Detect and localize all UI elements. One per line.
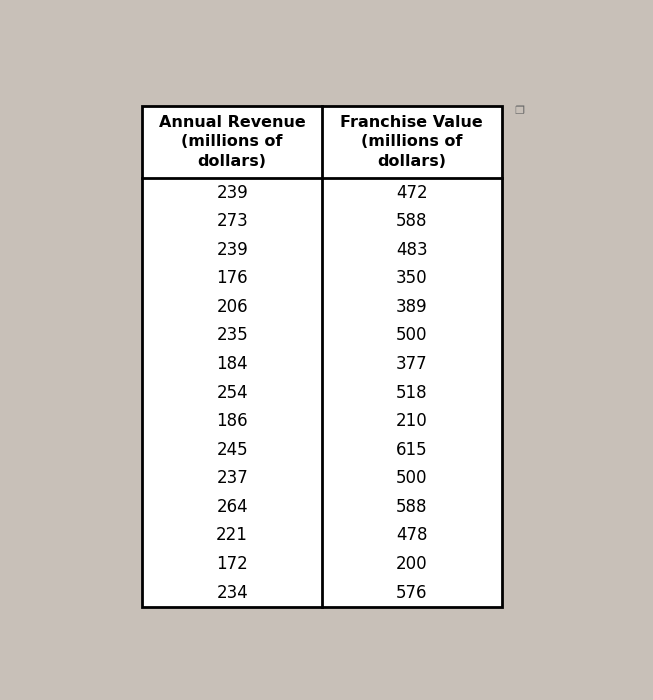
Text: 588: 588 [396, 212, 428, 230]
Text: 176: 176 [216, 270, 248, 287]
Text: 500: 500 [396, 469, 428, 487]
Bar [142, 106, 502, 607]
Text: 264: 264 [216, 498, 248, 516]
Text: 206: 206 [216, 298, 248, 316]
Text: 483: 483 [396, 241, 428, 259]
Text: 588: 588 [396, 498, 428, 516]
Text: 239: 239 [216, 183, 248, 202]
Text: 234: 234 [216, 584, 248, 601]
Text: Annual Revenue
(millions of
dollars): Annual Revenue (millions of dollars) [159, 115, 306, 169]
Text: 186: 186 [216, 412, 248, 430]
Text: ❐: ❐ [515, 106, 524, 116]
Text: 377: 377 [396, 355, 428, 373]
Text: 210: 210 [396, 412, 428, 430]
Text: 273: 273 [216, 212, 248, 230]
Text: 576: 576 [396, 584, 428, 601]
Text: 184: 184 [216, 355, 248, 373]
Text: 500: 500 [396, 326, 428, 344]
Text: Franchise Value
(millions of
dollars): Franchise Value (millions of dollars) [340, 115, 483, 169]
Text: 518: 518 [396, 384, 428, 402]
Text: 239: 239 [216, 241, 248, 259]
Text: 172: 172 [216, 555, 248, 573]
Text: 237: 237 [216, 469, 248, 487]
Text: 200: 200 [396, 555, 428, 573]
Text: 254: 254 [216, 384, 248, 402]
Text: 472: 472 [396, 183, 428, 202]
Text: 389: 389 [396, 298, 428, 316]
Text: 350: 350 [396, 270, 428, 287]
Text: 235: 235 [216, 326, 248, 344]
Text: 615: 615 [396, 441, 428, 458]
Text: 221: 221 [216, 526, 248, 545]
Text: 245: 245 [216, 441, 248, 458]
Text: 478: 478 [396, 526, 428, 545]
